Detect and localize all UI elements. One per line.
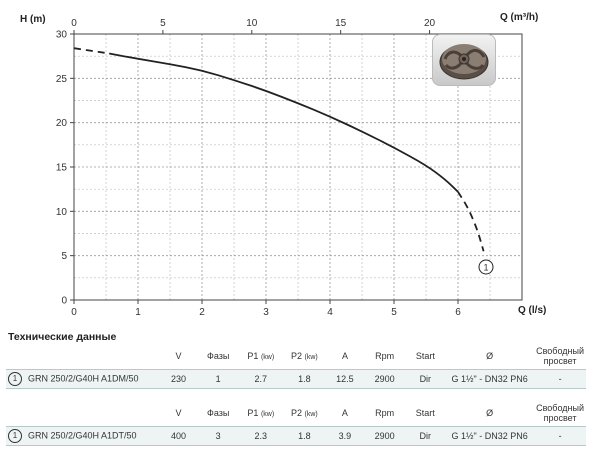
impeller-icon xyxy=(439,44,489,80)
col-diam: Ø xyxy=(445,343,535,370)
col-phases: Фазы xyxy=(197,343,240,370)
cell-phases: 3 xyxy=(197,426,240,446)
model-name: GRN 250/2/G40H A1DM/50 xyxy=(28,373,139,384)
cell-v: 230 xyxy=(159,369,198,389)
x-tick-label: 0 xyxy=(71,307,77,318)
y-tick-label: 20 xyxy=(56,118,68,129)
cell-conn: G 1½" - DN32 PN6 xyxy=(445,369,535,389)
table-row: 1 GRN 250/2/G40H A1DT/50 400 3 2.3 1.8 3.… xyxy=(6,426,586,446)
col-free: Свободный просвет xyxy=(534,343,586,370)
cell-conn: G 1½" - DN32 PN6 xyxy=(445,426,535,446)
spec-table-1: V Фазы P1 (kw) P2 (kw) A Rpm Start Ø Сво… xyxy=(6,343,586,389)
y-tick-label: 5 xyxy=(61,251,67,262)
cell-rpm: 2900 xyxy=(363,369,406,389)
x2-tick-label: 15 xyxy=(335,18,347,29)
y-tick-label: 0 xyxy=(61,296,67,307)
x2-tick-label: 5 xyxy=(160,18,166,29)
curve-dashed-start xyxy=(73,47,110,55)
col-a: A xyxy=(326,400,364,427)
col-a: A xyxy=(326,343,364,370)
cell-p1: 2.3 xyxy=(239,426,283,446)
y-axis-label: H (m) xyxy=(20,14,46,25)
spec-table-2: V Фазы P1 (kw) P2 (kw) A Rpm Start Ø Сво… xyxy=(6,400,586,446)
cell-v: 400 xyxy=(159,426,198,446)
x-tick-label: 1 xyxy=(135,307,141,318)
cell-phases: 1 xyxy=(197,369,240,389)
cell-a: 12.5 xyxy=(326,369,364,389)
x2-tick-label: 20 xyxy=(424,18,436,29)
col-phases: Фазы xyxy=(197,400,240,427)
model-number-badge: 1 xyxy=(8,429,22,443)
col-p1: P1 (kw) xyxy=(239,343,283,370)
cell-p1: 2.7 xyxy=(239,369,283,389)
x-tick-label: 6 xyxy=(455,307,461,318)
cell-free: - xyxy=(534,369,586,389)
y-tick-label: 15 xyxy=(56,163,68,174)
cell-rpm: 2900 xyxy=(363,426,406,446)
col-p1: P1 (kw) xyxy=(239,400,283,427)
cell-p2: 1.8 xyxy=(282,369,327,389)
col-free: Свободный просвет xyxy=(534,400,586,427)
col-v: V xyxy=(159,400,198,427)
chart-curve xyxy=(73,47,485,252)
curve-marker-label: 1 xyxy=(483,263,488,273)
x2-axis-label: Q (m³/h) xyxy=(500,12,538,23)
cell-p2: 1.8 xyxy=(282,426,327,446)
y-tick-label: 30 xyxy=(56,30,68,41)
col-start: Start xyxy=(405,343,446,370)
x-tick-label: 3 xyxy=(263,307,269,318)
col-diam: Ø xyxy=(445,400,535,427)
curve-solid xyxy=(109,52,459,193)
cell-start: Dir xyxy=(405,369,446,389)
x-tick-label: 2 xyxy=(199,307,205,318)
col-rpm: Rpm xyxy=(363,400,406,427)
x-axis-label: Q (l/s) xyxy=(518,305,546,316)
x-tick-label: 4 xyxy=(327,307,333,318)
cell-free: - xyxy=(534,426,586,446)
impeller-image xyxy=(432,34,496,86)
col-v: V xyxy=(159,343,198,370)
x-tick-label: 5 xyxy=(391,307,397,318)
col-p2: P2 (kw) xyxy=(282,400,327,427)
model-number-badge: 1 xyxy=(8,372,22,386)
model-name: GRN 250/2/G40H A1DT/50 xyxy=(28,430,137,441)
col-start: Start xyxy=(405,400,446,427)
x2-tick-label: 10 xyxy=(246,18,258,29)
cell-a: 3.9 xyxy=(326,426,364,446)
specs-title: Технические данные xyxy=(8,331,117,343)
curve-dashed-end xyxy=(457,191,485,252)
y-tick-label: 10 xyxy=(56,207,68,218)
curve-marker xyxy=(478,259,494,275)
cell-start: Dir xyxy=(405,426,446,446)
col-rpm: Rpm xyxy=(363,343,406,370)
y-tick-label: 25 xyxy=(56,74,68,85)
table-row: 1 GRN 250/2/G40H A1DM/50 230 1 2.7 1.8 12… xyxy=(6,369,586,389)
col-p2: P2 (kw) xyxy=(282,343,327,370)
x2-tick-label: 0 xyxy=(71,18,77,29)
